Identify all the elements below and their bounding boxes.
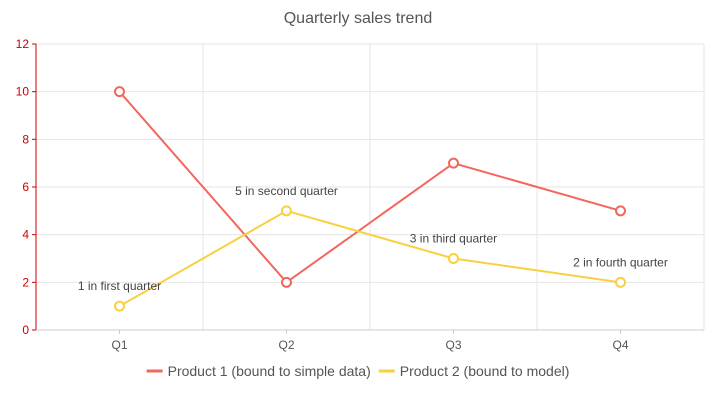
data-point[interactable] [114, 86, 125, 98]
legend-label: Product 2 (bound to model) [400, 363, 570, 379]
grid [36, 43, 705, 330]
data-label: 5 in second quarter [235, 184, 338, 198]
y-tick-label: 4 [22, 228, 29, 242]
legend-item-1[interactable]: Product 1 (bound to simple data) [146, 363, 371, 379]
series-line-1 [118, 91, 621, 284]
y-tick-label: 8 [22, 132, 29, 146]
data-point[interactable] [448, 253, 459, 264]
y-tick-label: 2 [22, 275, 29, 289]
series-line-2 [119, 209, 621, 308]
data-point[interactable] [615, 205, 626, 217]
data-point[interactable] [615, 276, 626, 288]
x-tick-label: Q3 [445, 338, 461, 352]
data-point[interactable] [114, 300, 125, 312]
chart-title: Quarterly sales trend [284, 10, 433, 27]
data-point[interactable] [281, 276, 292, 288]
legend-label: Product 1 (bound to simple data) [168, 363, 371, 379]
x-tick-label: Q4 [612, 338, 628, 352]
legend: Product 1 (bound to simple data) Product … [146, 363, 570, 379]
data-point[interactable] [448, 157, 459, 169]
y-tick-label: 6 [22, 180, 29, 194]
data-label: 3 in third quarter [410, 232, 497, 246]
y-tick-label: 12 [16, 37, 30, 51]
axes: 0 2 4 6 8 10 12 Q1 Q2 Q3 Q4 [16, 37, 704, 352]
series [114, 86, 626, 312]
legend-item-2[interactable]: Product 2 (bound to model) [378, 363, 570, 379]
data-label: 1 in first quarter [78, 279, 161, 293]
x-tick-label: Q1 [111, 338, 127, 352]
y-tick-label: 0 [22, 323, 29, 337]
x-tick-label: Q2 [278, 338, 294, 352]
data-label: 2 in fourth quarter [573, 255, 668, 269]
data-point[interactable] [281, 205, 292, 217]
y-tick-label: 10 [16, 85, 30, 99]
data-labels: 1 in first quarter 5 in second quarter 3 i… [78, 184, 668, 293]
